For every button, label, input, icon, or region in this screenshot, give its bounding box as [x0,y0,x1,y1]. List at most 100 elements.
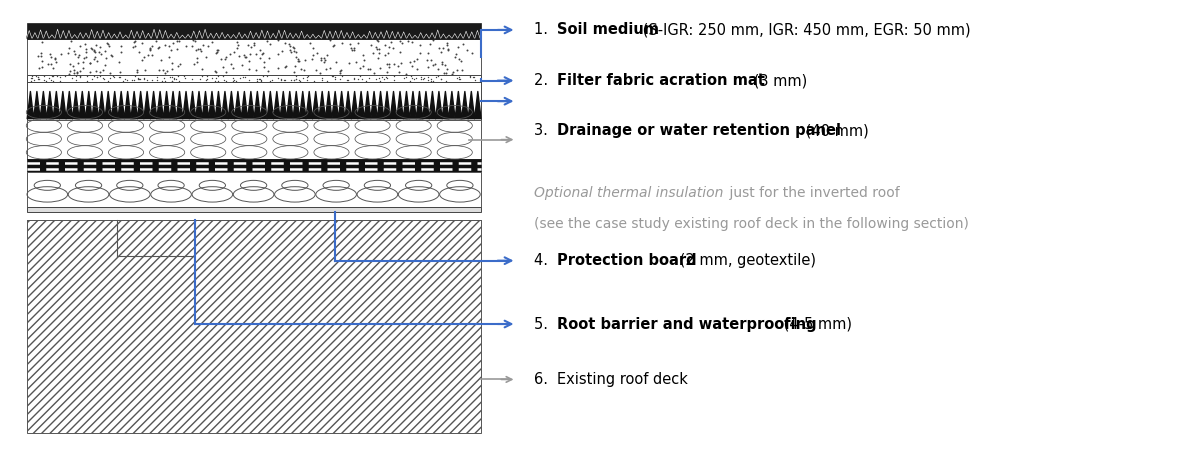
Point [77,45,96,53]
Point [176,42,196,49]
Point [288,56,307,63]
Point [431,75,450,82]
Point [295,57,314,64]
Point [95,61,114,68]
Point [140,46,160,54]
Point [454,40,473,48]
Point [275,76,294,84]
Text: Drainage or water retention panel: Drainage or water retention panel [557,123,840,138]
Point [84,55,103,63]
Polygon shape [174,33,179,38]
Polygon shape [299,31,304,38]
Point [61,67,80,75]
Point [463,73,482,81]
Point [70,73,89,80]
Point [323,72,342,80]
Point [240,65,259,72]
Point [191,47,210,55]
Point [326,59,346,66]
Point [251,76,270,83]
Point [96,54,115,61]
Point [65,66,84,74]
Point [47,59,66,66]
Polygon shape [214,33,220,38]
Point [223,75,242,82]
Point [283,44,302,51]
Point [224,76,244,84]
Point [233,61,252,68]
Point [85,49,104,56]
Point [385,60,404,68]
Point [156,42,175,49]
Point [43,77,62,85]
Point [22,75,41,82]
Point [143,42,162,49]
Point [247,77,266,84]
Point [71,42,90,49]
Point [461,72,480,80]
Point [66,76,85,84]
Point [420,41,439,48]
Polygon shape [72,34,77,38]
Point [406,74,425,82]
Point [67,72,86,80]
Point [103,73,122,80]
Polygon shape [259,30,264,38]
Polygon shape [140,31,145,38]
Point [88,73,107,81]
Point [350,72,370,79]
Polygon shape [78,33,83,38]
Polygon shape [43,31,49,38]
Text: Root barrier and waterproofing: Root barrier and waterproofing [557,316,816,332]
Point [206,68,226,76]
Polygon shape [334,31,338,38]
Point [102,52,121,60]
Text: Protection board: Protection board [557,253,696,268]
Point [59,44,78,52]
Point [302,55,322,62]
Point [295,66,314,74]
Polygon shape [248,31,253,38]
Polygon shape [236,33,241,38]
Point [418,56,437,64]
Point [330,68,349,75]
Point [400,77,419,84]
Polygon shape [66,30,72,38]
Point [169,77,188,84]
Point [88,73,107,80]
Point [64,69,83,76]
Point [414,74,433,82]
Polygon shape [55,29,60,38]
Point [361,65,380,73]
Point [61,60,80,68]
Text: (4-5 mm): (4-5 mm) [779,316,852,332]
Point [169,38,188,45]
Point [377,60,396,67]
Point [304,52,323,59]
Point [125,42,144,49]
Point [149,44,168,52]
Point [98,40,118,48]
Point [419,63,438,70]
Point [198,75,217,82]
Polygon shape [118,32,122,38]
Polygon shape [311,34,316,38]
Point [92,50,112,58]
Point [418,76,437,83]
Point [287,49,306,56]
Point [197,76,216,83]
Point [343,46,362,54]
Point [366,43,385,50]
Point [377,73,396,81]
Text: 2.: 2. [534,73,553,88]
Point [300,40,319,47]
Point [35,73,54,80]
Point [59,49,78,56]
Point [94,66,113,73]
Point [138,51,157,59]
Point [217,68,236,76]
Point [396,74,415,81]
Point [115,76,134,83]
Point [338,76,358,84]
Point [104,74,124,81]
